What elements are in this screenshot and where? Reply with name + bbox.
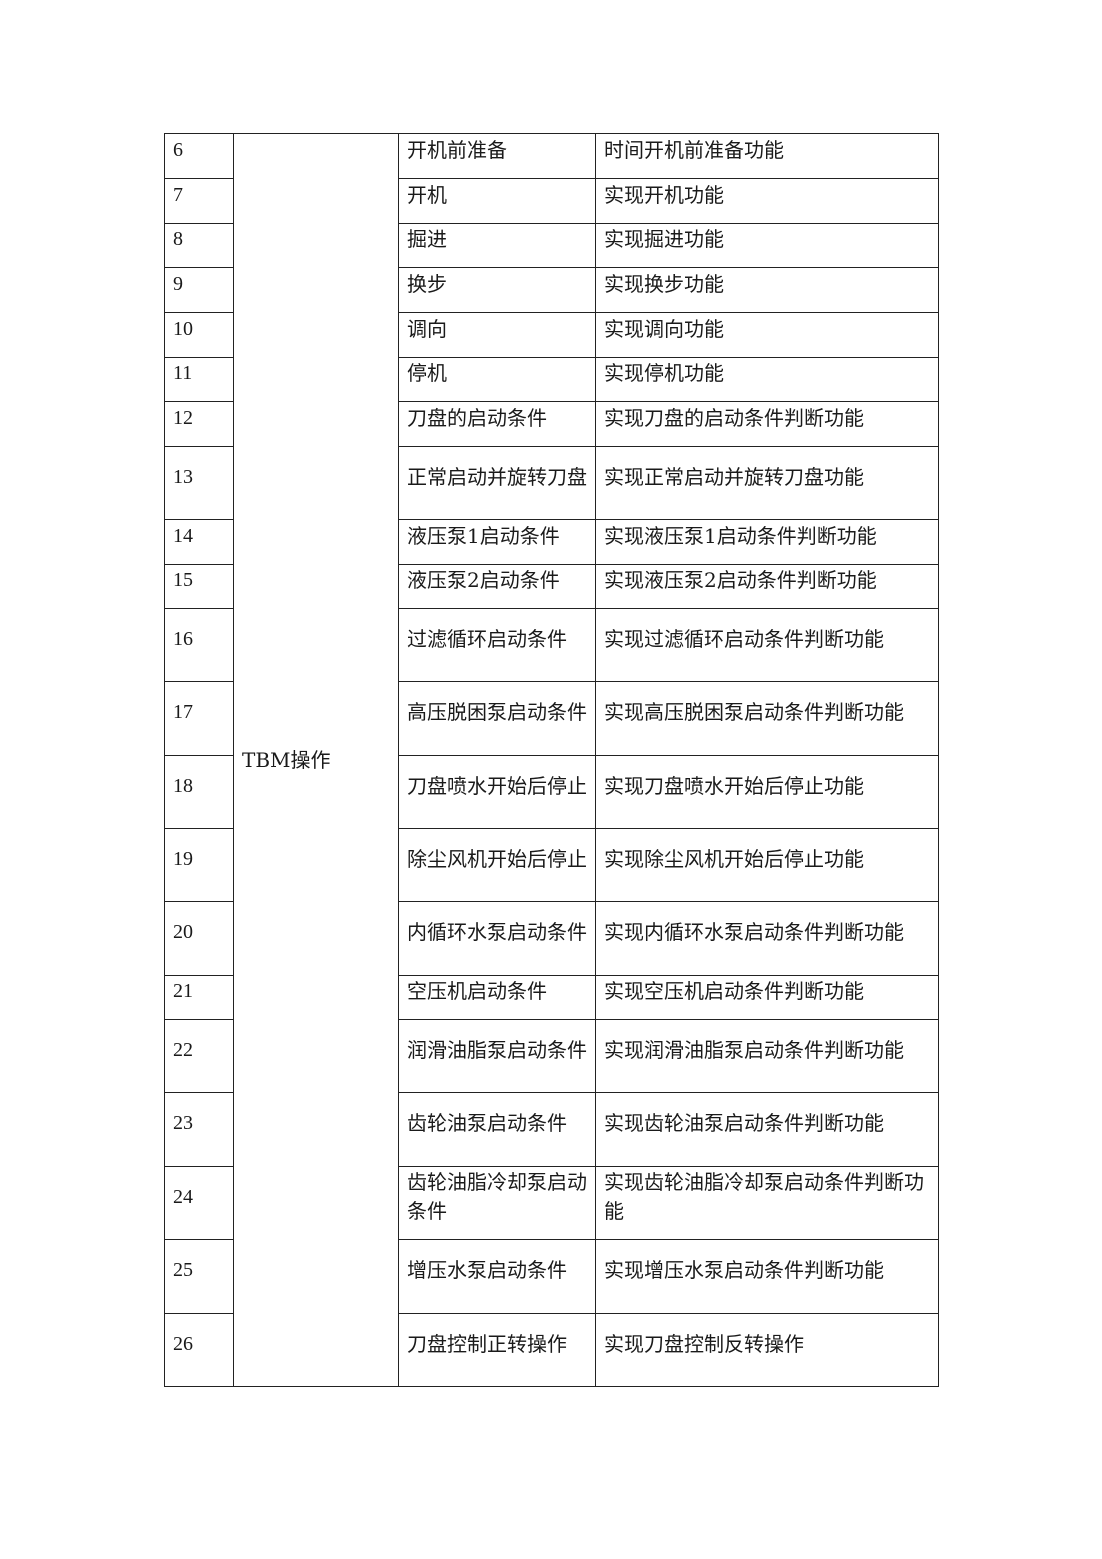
function-description: 实现增压水泵启动条件判断功能 xyxy=(595,1239,939,1314)
row-number: 18 xyxy=(164,755,234,829)
table-row: 24 齿轮油脂冷却泵启动条件 实现齿轮油脂冷却泵启动条件判断功能 xyxy=(164,1166,939,1240)
table-row: 7 开机 实现开机功能 xyxy=(164,178,939,224)
row-number: 19 xyxy=(164,828,234,902)
function-description: 实现开机功能 xyxy=(595,178,939,224)
function-name: 齿轮油泵启动条件 xyxy=(398,1092,596,1167)
row-number: 9 xyxy=(164,267,234,313)
table-row: 16 过滤循环启动条件 实现过滤循环启动条件判断功能 xyxy=(164,608,939,682)
table-row: 22 润滑油脂泵启动条件 实现润滑油脂泵启动条件判断功能 xyxy=(164,1019,939,1093)
row-number: 22 xyxy=(164,1019,234,1093)
row-number: 16 xyxy=(164,608,234,682)
function-name: 刀盘的启动条件 xyxy=(398,401,596,447)
function-description: 实现调向功能 xyxy=(595,312,939,358)
function-description: 实现停机功能 xyxy=(595,357,939,402)
table-row: 12 刀盘的启动条件 实现刀盘的启动条件判断功能 xyxy=(164,401,939,447)
function-name: 增压水泵启动条件 xyxy=(398,1239,596,1314)
function-name: 开机 xyxy=(398,178,596,224)
function-description: 实现刀盘喷水开始后停止功能 xyxy=(595,755,939,829)
function-name: 过滤循环启动条件 xyxy=(398,608,596,682)
table-row: 19 除尘风机开始后停止 实现除尘风机开始后停止功能 xyxy=(164,828,939,902)
table-row: 6 TBM操作 开机前准备 时间开机前准备功能 xyxy=(164,133,939,1387)
function-name: 除尘风机开始后停止 xyxy=(398,828,596,902)
row-number: 15 xyxy=(164,564,234,609)
table-row: 13 正常启动并旋转刀盘 实现正常启动并旋转刀盘功能 xyxy=(164,446,939,520)
function-description: 实现正常启动并旋转刀盘功能 xyxy=(595,446,939,520)
function-name: 齿轮油脂冷却泵启动条件 xyxy=(398,1166,596,1240)
function-name: 润滑油脂泵启动条件 xyxy=(398,1019,596,1093)
table-row: 9 换步 实现换步功能 xyxy=(164,267,939,313)
table-row: 14 液压泵1启动条件 实现液压泵1启动条件判断功能 xyxy=(164,519,939,565)
table-row: 11 停机 实现停机功能 xyxy=(164,357,939,402)
function-name: 正常启动并旋转刀盘 xyxy=(398,446,596,520)
function-description: 实现换步功能 xyxy=(595,267,939,313)
row-number: 17 xyxy=(164,681,234,756)
table-row: 26 刀盘控制正转操作 实现刀盘控制反转操作 xyxy=(164,1313,939,1387)
function-name: 刀盘喷水开始后停止 xyxy=(398,755,596,829)
function-description: 实现齿轮油泵启动条件判断功能 xyxy=(595,1092,939,1167)
function-description: 实现润滑油脂泵启动条件判断功能 xyxy=(595,1019,939,1093)
row-number: 26 xyxy=(164,1313,234,1387)
function-name: 液压泵2启动条件 xyxy=(398,564,596,609)
function-description: 实现空压机启动条件判断功能 xyxy=(595,975,939,1020)
function-description: 实现刀盘的启动条件判断功能 xyxy=(595,401,939,447)
function-name: 高压脱困泵启动条件 xyxy=(398,681,596,756)
row-number: 7 xyxy=(164,178,234,224)
group-label-cell: TBM操作 xyxy=(233,133,399,1387)
row-number: 10 xyxy=(164,312,234,358)
row-number: 21 xyxy=(164,975,234,1020)
row-number: 20 xyxy=(164,901,234,976)
function-name: 调向 xyxy=(398,312,596,358)
function-description: 时间开机前准备功能 xyxy=(595,133,939,179)
function-description: 实现除尘风机开始后停止功能 xyxy=(595,828,939,902)
function-description: 实现过滤循环启动条件判断功能 xyxy=(595,608,939,682)
row-number: 8 xyxy=(164,223,234,268)
function-description: 实现高压脱困泵启动条件判断功能 xyxy=(595,681,939,756)
row-number: 11 xyxy=(164,357,234,402)
function-name: 刀盘控制正转操作 xyxy=(398,1313,596,1387)
table-row: 20 内循环水泵启动条件 实现内循环水泵启动条件判断功能 xyxy=(164,901,939,976)
row-number: 14 xyxy=(164,519,234,565)
function-description: 实现掘进功能 xyxy=(595,223,939,268)
function-name: 停机 xyxy=(398,357,596,402)
function-description: 实现齿轮油脂冷却泵启动条件判断功能 xyxy=(595,1166,939,1240)
function-name: 液压泵1启动条件 xyxy=(398,519,596,565)
function-table: 6 TBM操作 开机前准备 时间开机前准备功能 7 开机 实现开机功能 8 掘进 实现掘进功能 9 换… xyxy=(164,133,939,1387)
table-row: 10 调向 实现调向功能 xyxy=(164,312,939,358)
row-number: 23 xyxy=(164,1092,234,1167)
table-row: 18 刀盘喷水开始后停止 实现刀盘喷水开始后停止功能 xyxy=(164,755,939,829)
function-description: 实现内循环水泵启动条件判断功能 xyxy=(595,901,939,976)
function-name: 换步 xyxy=(398,267,596,313)
row-number: 6 xyxy=(164,133,234,179)
table-row: 23 齿轮油泵启动条件 实现齿轮油泵启动条件判断功能 xyxy=(164,1092,939,1167)
function-description: 实现刀盘控制反转操作 xyxy=(595,1313,939,1387)
row-number: 12 xyxy=(164,401,234,447)
function-name: 开机前准备 xyxy=(398,133,596,179)
function-description: 实现液压泵2启动条件判断功能 xyxy=(595,564,939,609)
function-name: 内循环水泵启动条件 xyxy=(398,901,596,976)
function-name: 掘进 xyxy=(398,223,596,268)
row-number: 13 xyxy=(164,446,234,520)
row-number: 25 xyxy=(164,1239,234,1314)
function-description: 实现液压泵1启动条件判断功能 xyxy=(595,519,939,565)
function-name: 空压机启动条件 xyxy=(398,975,596,1020)
table-row: 8 掘进 实现掘进功能 xyxy=(164,223,939,268)
row-number: 24 xyxy=(164,1166,234,1240)
